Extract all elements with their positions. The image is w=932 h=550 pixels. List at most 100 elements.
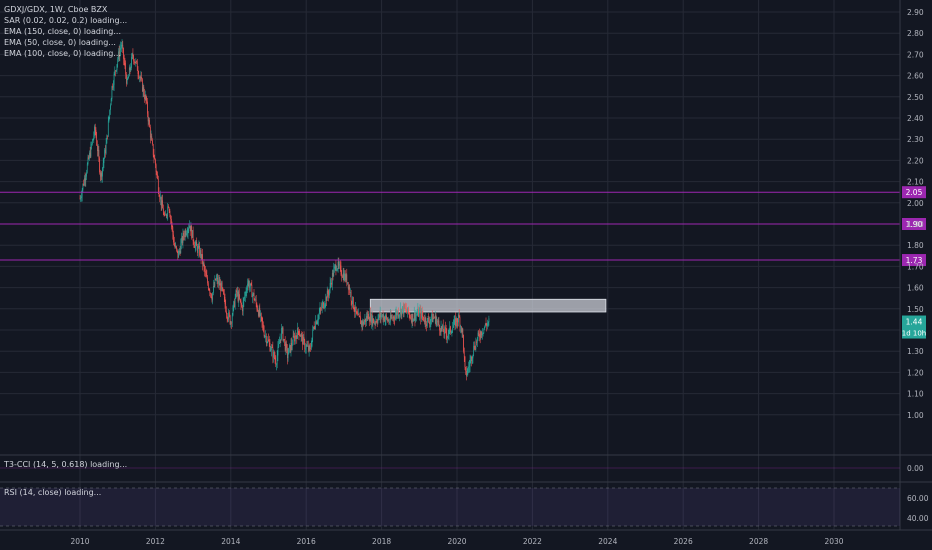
candle-body [97, 149, 99, 152]
candle-body [459, 317, 461, 328]
candle-body [453, 319, 455, 326]
candle-body [299, 334, 301, 336]
horizontal-levels[interactable]: 2.05 1.90 1.73 [0, 186, 926, 267]
candle-body [261, 316, 263, 323]
candle-body [130, 67, 132, 71]
candle-body [421, 311, 422, 319]
candle-body [346, 274, 348, 284]
candle-body [240, 300, 242, 305]
candle-body [471, 358, 473, 362]
candle-body [477, 332, 479, 338]
candle-body [353, 307, 355, 311]
candle-body [196, 241, 198, 247]
candle-body [359, 316, 361, 318]
candle-body [297, 327, 298, 339]
candle-body [320, 308, 322, 310]
candle-body [160, 196, 161, 200]
candle-body [341, 274, 343, 277]
candle-body [99, 172, 101, 177]
candle-body [428, 318, 430, 322]
candle-body [334, 266, 335, 269]
candle-body [132, 53, 134, 56]
candle-body [370, 313, 372, 323]
candle-body [429, 321, 431, 325]
pane-separators[interactable] [0, 0, 932, 531]
candle-body [487, 322, 489, 324]
candle-body [104, 149, 105, 159]
candle-body [285, 343, 287, 351]
indicator-ema-100[interactable]: EMA (100, close, 0) loading... [4, 49, 121, 58]
candle-body [386, 315, 388, 318]
candle-body [186, 233, 188, 234]
indicator-ema-150[interactable]: EMA (150, close, 0) loading... [4, 27, 121, 36]
candle-body [127, 78, 129, 80]
candle-body [236, 290, 237, 293]
candle-body [314, 328, 316, 329]
candle-body [449, 326, 451, 330]
candle-body [80, 198, 82, 199]
candle-body [155, 159, 156, 166]
candle-body [482, 333, 483, 336]
candle-body [424, 317, 426, 323]
candle-body [361, 321, 363, 326]
price-tick-label: 2.60 [907, 72, 924, 81]
candle-body [404, 304, 406, 308]
candle-body [414, 312, 416, 321]
candle-body [316, 321, 318, 325]
candle-body [203, 262, 205, 267]
candle-body [165, 214, 166, 216]
indicator-ema-50[interactable]: EMA (50, close, 0) loading... [4, 38, 116, 47]
candle-body [408, 313, 410, 315]
candle-body [215, 278, 216, 280]
candle-body [486, 324, 488, 327]
candle-body [120, 47, 121, 51]
candle-body [103, 158, 105, 164]
candle-body [398, 315, 400, 317]
candle-body [321, 304, 323, 309]
candle-body [94, 126, 95, 136]
candle-body [331, 282, 332, 285]
candle-body [81, 189, 83, 197]
price-tick-label: 1.60 [907, 284, 924, 293]
candle-body [363, 321, 364, 325]
candle-body [215, 278, 217, 280]
candle-body [149, 127, 151, 138]
candle-body [249, 286, 250, 288]
candle-body [319, 308, 321, 313]
price-axis[interactable]: 2.90 2.80 2.70 2.60 2.50 2.40 2.30 2.20 2.10 2.00… [907, 8, 929, 523]
candle-body [281, 327, 282, 340]
cci-pane-label[interactable]: T3-CCI (14, 5, 0.618) loading... [4, 460, 128, 469]
candle-body [408, 307, 409, 314]
candle-body [405, 307, 406, 309]
candle-body [364, 318, 366, 322]
candle-body [395, 311, 397, 316]
candle-body [345, 274, 347, 281]
candle-body [426, 324, 427, 326]
candle-body [152, 140, 153, 145]
time-axis[interactable]: 2010 2012 2014 2016 2018 2020 2022 2024 2026 2028… [70, 537, 843, 546]
indicator-sar[interactable]: SAR (0.02, 0.02, 0.2) loading... [4, 16, 128, 25]
candle-body [109, 109, 111, 118]
candle-body [108, 117, 110, 121]
candle-body [273, 351, 275, 358]
candle-body [416, 314, 417, 316]
candle-body [420, 309, 422, 319]
candle-body [212, 292, 214, 301]
resistance-zone[interactable] [369, 298, 607, 313]
candle-body [334, 264, 336, 267]
candle-body [304, 340, 306, 350]
candle-body [413, 318, 414, 322]
candle-body [229, 315, 231, 324]
candle-body [267, 339, 269, 343]
candle-body [279, 342, 280, 344]
candle-body [336, 269, 337, 271]
candle-body [161, 200, 163, 206]
symbol-title[interactable]: GDXJ/GDX, 1W, Cboe BZX [4, 5, 108, 14]
rsi-band [0, 488, 900, 526]
candle-body [242, 301, 244, 312]
candle-body [403, 304, 405, 314]
candle-body [211, 297, 213, 301]
rsi-pane-label[interactable]: RSI (14, close) loading... [4, 488, 102, 497]
rsi-pane [0, 487, 900, 527]
